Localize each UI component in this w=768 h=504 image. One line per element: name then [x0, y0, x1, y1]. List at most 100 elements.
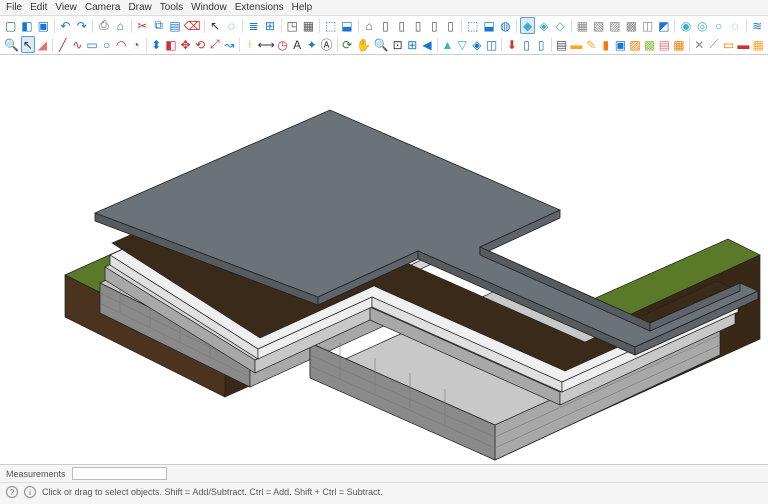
- arc-icon[interactable]: ◠: [114, 36, 128, 53]
- solid1-icon[interactable]: ◆: [520, 17, 535, 34]
- menu-extensions[interactable]: Extensions: [235, 2, 284, 13]
- freehand-icon[interactable]: ∿: [71, 36, 85, 53]
- ext-icon[interactable]: ⬓: [339, 17, 354, 34]
- menu-file[interactable]: File: [6, 2, 22, 13]
- eraser-icon[interactable]: ◢: [36, 36, 50, 53]
- circle-icon[interactable]: ○: [100, 36, 114, 53]
- walk-icon[interactable]: ▽: [455, 36, 469, 53]
- menu-camera[interactable]: Camera: [85, 2, 121, 13]
- doc2-icon[interactable]: ▯: [394, 17, 409, 34]
- doc5-icon[interactable]: ▯: [443, 17, 458, 34]
- layers-icon[interactable]: ≣: [246, 17, 261, 34]
- scene-icon[interactable]: ▦: [672, 36, 686, 53]
- pan-icon[interactable]: ✋: [355, 36, 372, 53]
- section-icon[interactable]: ◫: [485, 36, 499, 53]
- paste-icon[interactable]: ▤: [167, 17, 182, 34]
- solid3-icon[interactable]: ◇: [553, 17, 568, 34]
- menu-tools[interactable]: Tools: [160, 2, 183, 13]
- layers2-icon[interactable]: ▤: [657, 36, 671, 53]
- menu-view[interactable]: View: [55, 2, 77, 13]
- 3dw-icon[interactable]: ⬚: [323, 17, 338, 34]
- styles-icon[interactable]: ▩: [643, 36, 657, 53]
- comp3-icon[interactable]: ◍: [498, 17, 513, 34]
- comp1-icon[interactable]: ⬚: [465, 17, 480, 34]
- save-icon[interactable]: ▣: [36, 17, 51, 34]
- outliner-icon[interactable]: ▤: [555, 36, 569, 53]
- ruler-icon[interactable]: ▬: [569, 36, 583, 53]
- upload-icon[interactable]: ▯: [534, 36, 548, 53]
- open-icon[interactable]: ◧: [19, 17, 34, 34]
- box1-icon[interactable]: ▦: [575, 17, 590, 34]
- zoomext-icon[interactable]: ⊞: [406, 36, 420, 53]
- sphere4-icon[interactable]: ◌: [727, 17, 742, 34]
- scale-icon[interactable]: ⤢: [208, 36, 222, 53]
- top-icon[interactable]: ▦: [301, 17, 316, 34]
- box2-icon[interactable]: ▧: [591, 17, 606, 34]
- zoom2-icon[interactable]: 🔍: [373, 36, 390, 53]
- iso-icon[interactable]: ◳: [285, 17, 300, 34]
- pencil2-icon[interactable]: ✎: [584, 36, 598, 53]
- doc3-icon[interactable]: ▯: [410, 17, 425, 34]
- cut-icon[interactable]: ✂: [135, 17, 150, 34]
- print-icon[interactable]: ⎙: [96, 17, 111, 34]
- copy-icon[interactable]: ⧉: [151, 17, 166, 34]
- mat-icon[interactable]: ▨: [628, 36, 642, 53]
- erase-icon[interactable]: ⌫: [184, 17, 201, 34]
- help-icon[interactable]: ?: [6, 486, 18, 498]
- protractor-icon[interactable]: ◷: [276, 36, 290, 53]
- doc1-icon[interactable]: ▯: [378, 17, 393, 34]
- tags-icon[interactable]: ⊞: [262, 17, 277, 34]
- push-icon[interactable]: ⬍: [150, 36, 164, 53]
- model-icon[interactable]: ⌂: [113, 17, 128, 34]
- undo-icon[interactable]: ↶: [58, 17, 73, 34]
- position-icon[interactable]: ▲: [441, 36, 455, 53]
- solid2-icon[interactable]: ◈: [536, 17, 551, 34]
- text-icon[interactable]: A: [290, 36, 304, 53]
- followme-icon[interactable]: ↝: [223, 36, 237, 53]
- offset-icon[interactable]: ◧: [164, 36, 178, 53]
- sphere3-icon[interactable]: ○: [711, 17, 726, 34]
- sphere1-icon[interactable]: ◉: [678, 17, 693, 34]
- ext2-icon[interactable]: ⟋: [707, 36, 721, 53]
- line-icon[interactable]: ╱: [56, 36, 70, 53]
- getmodels-icon[interactable]: ⬇: [505, 36, 519, 53]
- menu-edit[interactable]: Edit: [30, 2, 47, 13]
- zoomwin-icon[interactable]: ⊡: [391, 36, 405, 53]
- info-icon[interactable]: i: [24, 486, 36, 498]
- paint2-icon[interactable]: ▮: [599, 36, 613, 53]
- menu-window[interactable]: Window: [191, 2, 227, 13]
- move-icon[interactable]: ✥: [179, 36, 193, 53]
- tape-icon[interactable]: ⟊: [243, 36, 257, 53]
- ext5-icon[interactable]: ▦: [751, 36, 765, 53]
- box4-icon[interactable]: ▩: [624, 17, 639, 34]
- orbit-icon[interactable]: ⟳: [340, 36, 354, 53]
- sphere2-icon[interactable]: ◎: [695, 17, 710, 34]
- 3dtext-icon[interactable]: Ⓐ: [320, 36, 334, 53]
- box5-icon[interactable]: ◫: [640, 17, 655, 34]
- house-icon[interactable]: ⌂: [361, 17, 376, 34]
- ext4-icon[interactable]: ▬: [736, 36, 750, 53]
- menu-draw[interactable]: Draw: [128, 2, 151, 13]
- rotate-icon[interactable]: ⟲: [193, 36, 207, 53]
- select-icon[interactable]: ↖: [208, 17, 223, 34]
- lasso-icon[interactable]: ◌: [224, 17, 239, 34]
- pie-icon[interactable]: ◔: [129, 36, 143, 53]
- comp2-icon[interactable]: ⬓: [481, 17, 496, 34]
- redo-icon[interactable]: ↷: [74, 17, 89, 34]
- measurements-input[interactable]: [72, 467, 167, 480]
- box6-icon[interactable]: ◩: [656, 17, 671, 34]
- share-icon[interactable]: ▯: [520, 36, 534, 53]
- viewport-3d[interactable]: [0, 55, 768, 485]
- look-icon[interactable]: ◈: [470, 36, 484, 53]
- zoom-icon[interactable]: 🔍: [3, 36, 20, 53]
- comp-icon[interactable]: ▣: [614, 36, 628, 53]
- new-icon[interactable]: ▢: [3, 17, 18, 34]
- ext3-icon[interactable]: ▭: [722, 36, 736, 53]
- menu-help[interactable]: Help: [292, 2, 313, 13]
- prev-icon[interactable]: ◀: [420, 36, 434, 53]
- stack-icon[interactable]: ≋: [749, 17, 764, 34]
- select2-icon[interactable]: ↖: [21, 36, 35, 53]
- doc4-icon[interactable]: ▯: [427, 17, 442, 34]
- rect-icon[interactable]: ▭: [85, 36, 99, 53]
- ext1-icon[interactable]: ✕: [693, 36, 707, 53]
